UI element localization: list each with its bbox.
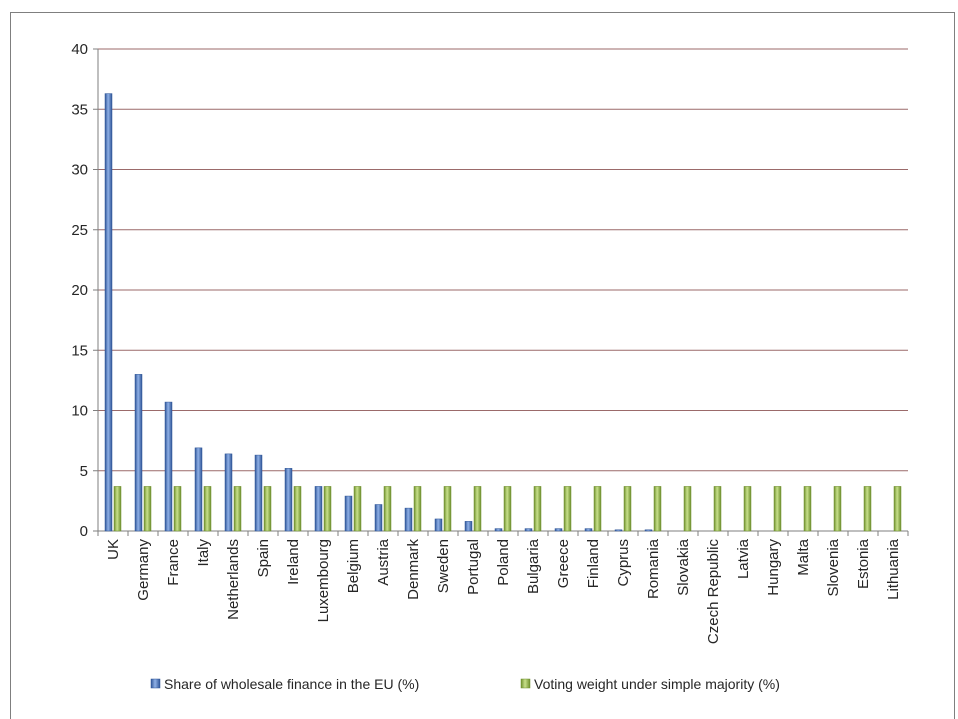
bar-voting-weight — [473, 486, 482, 532]
x-tick-label: Italy — [195, 539, 212, 567]
bar-voting-weight — [803, 486, 812, 532]
bars — [104, 93, 902, 532]
bar-voting-weight — [173, 486, 182, 532]
bar-voting-weight — [323, 486, 332, 532]
bar-share-wholesale-finance — [194, 447, 203, 532]
bar-share-wholesale-finance — [464, 521, 473, 532]
x-tick-label: Greece — [555, 539, 572, 588]
legend: Share of wholesale finance in the EU (%)… — [150, 676, 780, 692]
bar-share-wholesale-finance — [644, 529, 653, 532]
bar-voting-weight — [863, 486, 872, 532]
bar-share-wholesale-finance — [494, 528, 503, 532]
x-tick-label: Denmark — [405, 539, 422, 600]
bar-voting-weight — [713, 486, 722, 532]
y-tick-label: 20 — [71, 282, 88, 299]
bar-share-wholesale-finance — [584, 528, 593, 532]
bar-voting-weight — [743, 486, 752, 532]
x-tick-label: Slovenia — [825, 538, 842, 596]
bar-voting-weight — [653, 486, 662, 532]
bar-voting-weight — [383, 486, 392, 532]
y-tick-label: 30 — [71, 162, 88, 179]
bar-share-wholesale-finance — [404, 507, 413, 532]
y-tick-label: 35 — [71, 101, 88, 118]
gridlines — [98, 48, 908, 532]
x-tick-label: Belgium — [345, 539, 362, 593]
bar-share-wholesale-finance — [614, 529, 623, 532]
bar-share-wholesale-finance — [434, 518, 443, 532]
x-tick-labels: UK Germany France Italy Netherlands Spain Irel… — [105, 538, 902, 644]
bar-voting-weight — [533, 486, 542, 532]
bar-share-wholesale-finance — [314, 486, 323, 532]
bar-voting-weight — [203, 486, 212, 532]
x-tick-label: Portugal — [465, 539, 482, 595]
legend-swatch-share — [150, 678, 161, 689]
x-tick-label: Netherlands — [225, 539, 242, 620]
bar-voting-weight — [503, 486, 512, 532]
bar-voting-weight — [233, 486, 242, 532]
bar-share-wholesale-finance — [104, 93, 113, 532]
bar-share-wholesale-finance — [164, 401, 173, 532]
x-tick-label: Czech Republic — [705, 539, 722, 645]
bar-voting-weight — [293, 486, 302, 532]
y-tick-label: 5 — [80, 463, 88, 480]
x-tick-label: Cyprus — [615, 539, 632, 587]
bar-voting-weight — [443, 486, 452, 532]
x-tick-label: Sweden — [435, 539, 452, 593]
axes — [93, 48, 909, 536]
legend-label-share: Share of wholesale finance in the EU (%) — [164, 676, 419, 692]
bar-share-wholesale-finance — [134, 374, 143, 532]
bar-share-wholesale-finance — [374, 504, 383, 532]
y-tick-label: 40 — [71, 41, 88, 58]
bar-voting-weight — [683, 486, 692, 532]
x-tick-label: Bulgaria — [525, 538, 542, 594]
x-tick-label: Romania — [645, 538, 662, 599]
x-tick-label: Malta — [795, 538, 812, 575]
y-tick-label: 15 — [71, 342, 88, 359]
bar-share-wholesale-finance — [554, 528, 563, 532]
bar-share-wholesale-finance — [524, 528, 533, 532]
bar-voting-weight — [413, 486, 422, 532]
bar-voting-weight — [893, 486, 902, 532]
x-tick-label: Finland — [585, 539, 602, 588]
bar-share-wholesale-finance — [284, 468, 293, 532]
bar-voting-weight — [623, 486, 632, 532]
x-tick-label: Germany — [135, 539, 152, 601]
y-tick-label: 0 — [80, 523, 88, 540]
bar-voting-weight — [113, 486, 122, 532]
x-tick-label: Lithuania — [885, 538, 902, 600]
bar-voting-weight — [563, 486, 572, 532]
chart-frame — [10, 12, 955, 719]
bar-voting-weight — [143, 486, 152, 532]
bar-voting-weight — [593, 486, 602, 532]
y-tick-labels: 0 5 10 15 20 25 30 35 40 — [71, 41, 88, 540]
y-tick-label: 10 — [71, 403, 88, 420]
x-tick-label: Slovakia — [675, 538, 692, 595]
y-tick-label: 25 — [71, 222, 88, 239]
x-tick-label: Austria — [375, 538, 392, 585]
bar-share-wholesale-finance — [344, 495, 353, 532]
legend-label-voting: Voting weight under simple majority (%) — [534, 676, 780, 692]
bar-voting-weight — [263, 486, 272, 532]
x-tick-label: Poland — [495, 539, 512, 586]
x-tick-label: France — [165, 539, 182, 586]
x-tick-label: Spain — [255, 539, 272, 577]
bar-voting-weight — [773, 486, 782, 532]
bar-share-wholesale-finance — [224, 453, 233, 532]
bar-voting-weight — [833, 486, 842, 532]
bar-share-wholesale-finance — [254, 454, 263, 532]
x-tick-label: Hungary — [765, 539, 782, 596]
legend-swatch-voting — [520, 678, 531, 689]
x-tick-label: Latvia — [735, 538, 752, 579]
bar-voting-weight — [353, 486, 362, 532]
x-tick-label: Estonia — [855, 538, 872, 589]
x-tick-label: UK — [105, 539, 122, 560]
x-tick-label: Ireland — [285, 539, 302, 585]
x-tick-label: Luxembourg — [315, 539, 332, 622]
